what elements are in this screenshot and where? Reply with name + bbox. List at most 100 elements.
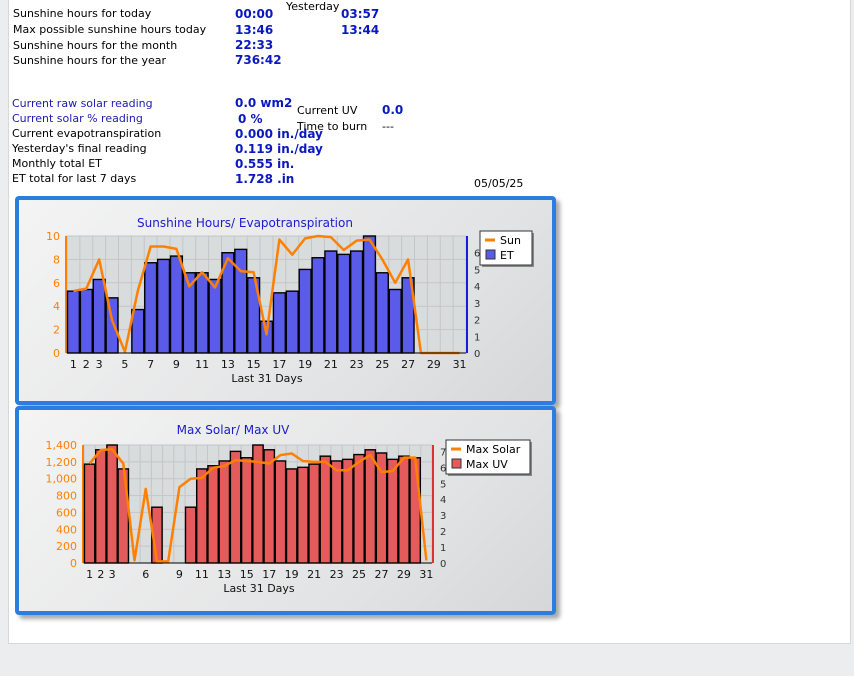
y-left-tick-label: 600 <box>56 506 77 519</box>
sunshine-month-label: Sunshine hours for the month <box>13 39 178 52</box>
y-left-tick-label: 0 <box>53 347 60 360</box>
solar-percent-value: 0 % <box>238 112 263 126</box>
x-tick-label: 23 <box>330 568 344 581</box>
x-tick-label: 11 <box>195 568 209 581</box>
y-left-tick-label: 2 <box>53 324 60 337</box>
x-tick-label: 3 <box>109 568 116 581</box>
line-max-solar <box>88 447 428 563</box>
bar-et <box>324 250 338 354</box>
bar-max-uv <box>330 460 343 564</box>
report-date: 05/05/25 <box>474 177 524 190</box>
bar-et <box>349 250 364 354</box>
bar-et <box>272 292 286 354</box>
bar-max-uv <box>229 450 242 564</box>
x-tick-label: 23 <box>350 358 364 371</box>
bar-et <box>311 257 325 354</box>
y-left-tick-label: 800 <box>56 490 77 503</box>
yesterday-final-value: 0.119 in./day <box>235 142 323 156</box>
y-left-tick-label: 200 <box>56 540 77 553</box>
y-right-tick-label: 0 <box>440 559 446 570</box>
legend-label: Max UV <box>466 458 508 471</box>
current-uv-value: 0.0 <box>382 103 404 117</box>
bar-max-uv <box>263 449 276 564</box>
y-right-tick-label: 7 <box>440 447 446 458</box>
x-tick-label: 19 <box>298 358 312 371</box>
time-to-burn-label: Time to burn <box>297 120 368 133</box>
sunshine-today-label: Sunshine hours for today <box>13 7 152 20</box>
bar-et <box>144 262 158 354</box>
x-tick-label: 29 <box>427 358 441 371</box>
bar-et <box>208 278 222 354</box>
bar-et <box>195 272 209 354</box>
max-sunshine-yesterday-value: 13:44 <box>341 23 380 37</box>
y-left-tick-label: 10 <box>46 230 60 243</box>
y-left-tick-label: 6 <box>53 277 60 290</box>
bar-et <box>234 248 248 354</box>
yesterday-label: Yesterday <box>286 0 340 13</box>
x-tick-label: 5 <box>121 358 128 371</box>
x-tick-label: 21 <box>307 568 321 581</box>
bar-max-uv <box>375 452 388 564</box>
bar-max-uv <box>117 468 130 564</box>
bar-max-uv <box>106 444 118 564</box>
bar-max-uv <box>184 506 197 564</box>
monthly-et-label: Monthly total ET <box>12 157 102 170</box>
x-tick-label: 6 <box>142 568 149 581</box>
solar-uv-chart-panel: Max Solar/ Max UV 0 200 400 600 800 1,000 1,200… <box>15 406 556 615</box>
bar-max-uv <box>398 455 410 564</box>
current-uv-label: Current UV <box>297 104 358 117</box>
bar-max-uv <box>341 458 354 564</box>
y-right-tick-label: 1 <box>440 543 446 554</box>
bar-max-uv <box>285 468 298 564</box>
monthly-et-value: 0.555 in. <box>235 157 295 171</box>
bar-et <box>169 255 184 354</box>
current-et-value: 0.000 in./day <box>235 127 323 141</box>
x-tick-label: 1 <box>70 358 77 371</box>
y-left-tick-label: 400 <box>56 523 77 536</box>
x-tick-label: 17 <box>272 358 286 371</box>
bar-et <box>375 272 389 354</box>
x-tick-label: 7 <box>147 358 154 371</box>
bar-max-uv <box>364 449 377 564</box>
bar-et <box>156 258 171 354</box>
y-right-tick-label: 5 <box>440 479 446 490</box>
x-tick-label: 19 <box>285 568 299 581</box>
bar-et <box>79 288 93 354</box>
x-axis-label: Last 31 Days <box>223 582 295 595</box>
sunshine-et-chart-panel: Sunshine Hours/ Evapotranspiration 0 2 4 6 8 1… <box>15 196 556 405</box>
et-7day-label: ET total for last 7 days <box>12 172 137 185</box>
x-tick-label: 3 <box>96 358 103 371</box>
x-tick-label: 27 <box>401 358 415 371</box>
sunshine-et-chart: Sunshine Hours/ Evapotranspiration 0 2 4 6 8 1… <box>46 216 534 385</box>
bar-max-uv <box>218 460 231 564</box>
x-tick-label: 25 <box>375 358 389 371</box>
max-sunshine-today-label: Max possible sunshine hours today <box>13 23 207 36</box>
y-right-tick-label: 6 <box>474 249 480 260</box>
x-tick-label: 9 <box>176 568 183 581</box>
et-7day-value: 1.728 .in <box>235 172 295 186</box>
bar-max-uv <box>94 449 107 564</box>
y-right-tick-label: 0 <box>474 349 480 360</box>
bar-max-uv <box>274 460 287 564</box>
bar-max-uv <box>207 465 219 564</box>
current-et-label: Current evapotranspiration <box>12 127 162 140</box>
bar-max-uv <box>308 463 320 564</box>
solar-percent-label: Current solar % reading <box>12 112 143 125</box>
bar-et <box>362 235 377 354</box>
chart-title: Sunshine Hours/ Evapotranspiration <box>137 216 353 230</box>
sunshine-today-value: 00:00 <box>235 7 274 21</box>
sunshine-year-label: Sunshine hours for the year <box>13 54 167 67</box>
y-right-tick-label: 2 <box>440 527 446 538</box>
x-tick-label: 13 <box>221 358 235 371</box>
line-sun <box>73 234 460 355</box>
bar-et <box>285 290 299 354</box>
x-tick-label: 31 <box>419 568 433 581</box>
bar-et <box>388 288 402 354</box>
bar-max-uv <box>240 457 253 564</box>
x-tick-label: 21 <box>324 358 338 371</box>
max-sunshine-today-value: 13:46 <box>235 23 274 37</box>
x-tick-label: 9 <box>173 358 180 371</box>
y-right-tick-label: 6 <box>440 463 446 474</box>
x-tick-label: 15 <box>247 358 261 371</box>
sunshine-yesterday-value: 03:57 <box>341 7 380 21</box>
